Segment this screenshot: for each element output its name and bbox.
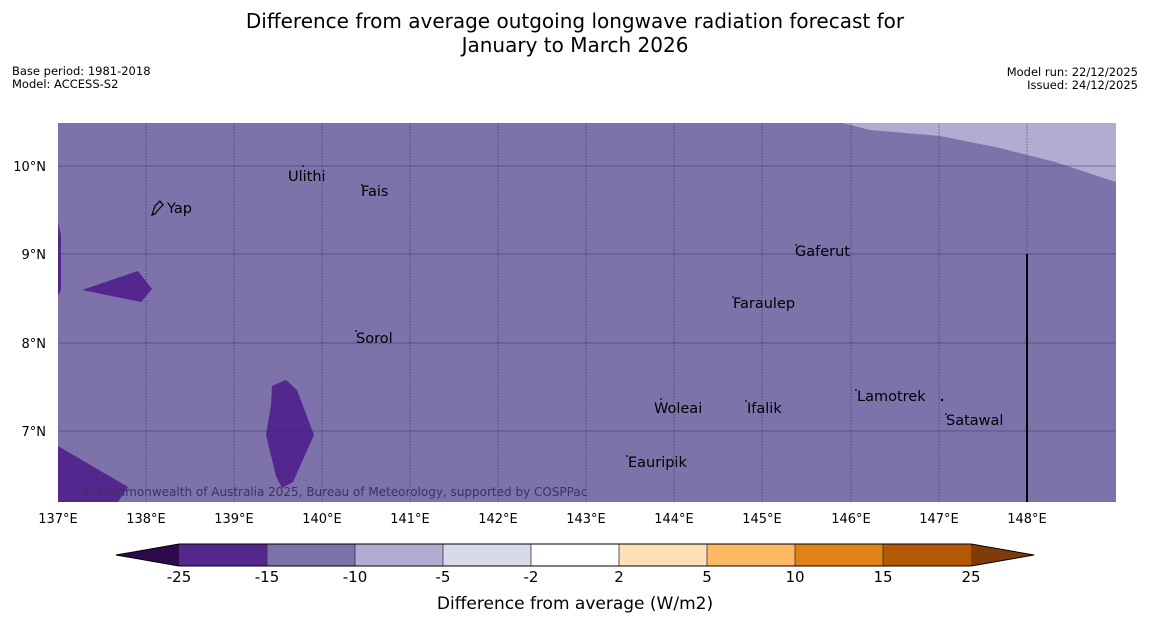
place-label: Eauripik: [628, 455, 687, 471]
map-title: Difference from average outgoing longwav…: [0, 9, 1150, 57]
colorbar-tick-label: -10: [342, 568, 368, 586]
place-label: Satawal: [946, 413, 1003, 429]
colorbar-outline: [115, 543, 1035, 567]
colorbar-tick-label: 10: [785, 568, 805, 586]
colorbar-extend-high: [971, 544, 1034, 566]
lat-tick-label: 9°N: [22, 248, 47, 263]
place-label: Ulithi: [288, 169, 326, 185]
title-line-2: January to March 2026: [461, 33, 689, 57]
metadata-right: Model run: 22/12/2025 Issued: 24/12/2025: [1007, 66, 1138, 92]
yap-island-icon: [151, 200, 164, 216]
copyright-notice: © Commonwealth of Australia 2025, Bureau…: [82, 485, 587, 499]
issued-date: Issued: 24/12/2025: [1027, 78, 1138, 92]
model-run: Model run: 22/12/2025: [1006, 65, 1138, 79]
colorbar-tick-label: -25: [166, 568, 192, 586]
colorbar-bin: [179, 544, 267, 566]
lon-tick-label: 144°E: [654, 512, 694, 527]
place-label: Lamotrek: [857, 389, 926, 405]
colorbar-bin: [443, 544, 531, 566]
colorbar-tick-label: 25: [961, 568, 981, 586]
lon-tick-label: 143°E: [566, 512, 606, 527]
colorbar-tick-label: 5: [702, 568, 712, 586]
colorbar-tick-label: -2: [523, 568, 539, 586]
colorbar-bin: [707, 544, 795, 566]
metadata-left: Base period: 1981-2018 Model: ACCESS-S2: [12, 65, 151, 91]
map-field: [58, 123, 1116, 502]
place-label: Gaferut: [795, 244, 850, 260]
place-label: Sorol: [356, 331, 393, 347]
colorbar-bin: [531, 544, 619, 566]
lon-tick-label: 146°E: [831, 512, 871, 527]
colorbar-tick-label: -15: [254, 568, 280, 586]
lat-tick-label: 10°N: [13, 160, 46, 175]
lat-tick-label: 8°N: [22, 337, 47, 352]
island-markers: [302, 165, 947, 457]
latitude-lines: [58, 165, 1116, 432]
title-line-1: Difference from average outgoing longwav…: [245, 9, 905, 33]
graticule: [145, 123, 1028, 502]
place-label: Faraulep: [733, 296, 795, 312]
lon-tick-label: 139°E: [214, 512, 254, 527]
colorbar-tick-label: 15: [873, 568, 893, 586]
anomaly-region-lighter: [843, 123, 1116, 182]
anomaly-region-darker: [58, 222, 61, 296]
anomaly-region-darker: [82, 271, 152, 302]
lon-tick-label: 138°E: [126, 512, 166, 527]
model-name: Model: ACCESS-S2: [12, 77, 119, 91]
lon-tick-label: 142°E: [478, 512, 518, 527]
colorbar-bin: [267, 544, 355, 566]
colorbar: [115, 543, 1035, 567]
colorbar-bin: [355, 544, 443, 566]
colorbar-extend-low: [116, 544, 179, 566]
lat-tick-label: 7°N: [22, 425, 47, 440]
lon-tick-label: 145°E: [742, 512, 782, 527]
place-label: Fais: [361, 184, 388, 200]
lon-tick-label: 148°E: [1007, 512, 1047, 527]
colorbar-bin: [619, 544, 707, 566]
colorbar-title: Difference from average (W/m2): [436, 594, 714, 614]
lon-tick-label: 147°E: [919, 512, 959, 527]
colorbar-tick-label: -5: [435, 568, 451, 586]
colorbar-tick-label: 2: [614, 568, 624, 586]
lon-tick-label: 140°E: [302, 512, 342, 527]
lon-tick-label: 141°E: [390, 512, 430, 527]
anomaly-region-darker: [58, 446, 128, 502]
anomaly-region-darker: [266, 380, 314, 488]
colorbar-bin: [795, 544, 883, 566]
place-label: Woleai: [654, 401, 702, 417]
base-period: Base period: 1981-2018: [12, 64, 151, 78]
colorbar-bin: [883, 544, 971, 566]
place-label: Ifalik: [747, 401, 782, 417]
lon-tick-label: 137°E: [38, 512, 78, 527]
place-label: Yap: [166, 201, 192, 217]
